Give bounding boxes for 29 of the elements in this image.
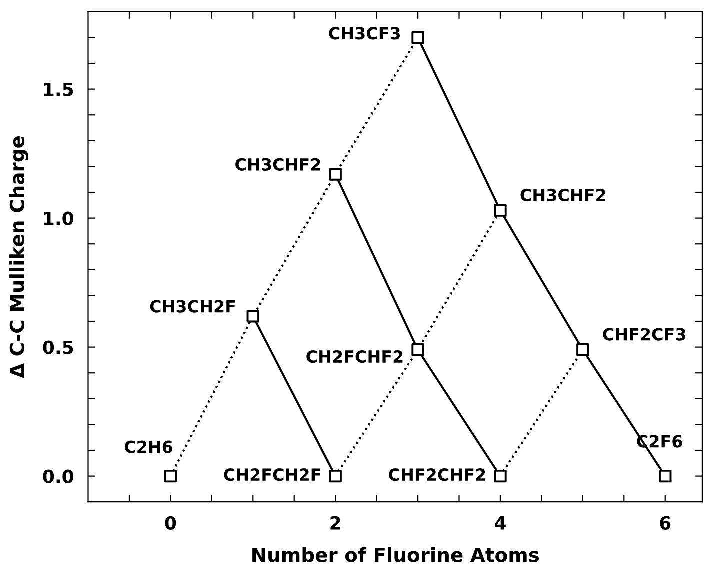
point bbox=[576, 344, 590, 356]
point bbox=[412, 31, 424, 44]
annotation: CH3CHF2 bbox=[520, 188, 606, 202]
point bbox=[494, 204, 507, 217]
annotation: CH3CF3 bbox=[329, 27, 400, 40]
annotation: CHF2CF3 bbox=[603, 328, 686, 341]
point bbox=[329, 168, 342, 181]
y-tick-label: 0.5 bbox=[43, 340, 74, 354]
y-tick-label: 0.0 bbox=[43, 470, 74, 484]
y-axis-title: Δ C-C Mulliken Charge bbox=[10, 136, 28, 378]
annotation: C2H6 bbox=[124, 440, 173, 454]
annotation: CH2FCHF2 bbox=[306, 350, 403, 364]
annotation: CH3CHF2 bbox=[236, 158, 320, 171]
x-axis-title: Number of Fluorine Atoms bbox=[252, 547, 540, 562]
x-tick-label: 6 bbox=[660, 516, 671, 530]
y-tick-label: 1.5 bbox=[44, 83, 74, 96]
point bbox=[659, 470, 672, 483]
point bbox=[164, 470, 178, 483]
y-tick-label: 1.0 bbox=[44, 212, 74, 226]
x-tick-label: 4 bbox=[495, 516, 506, 530]
point bbox=[494, 470, 507, 483]
annotation: CH3CH2F bbox=[150, 300, 236, 313]
point bbox=[329, 470, 342, 483]
annotation: CHF2CHF2 bbox=[389, 468, 486, 482]
annotation: CH2FCH2F bbox=[224, 468, 320, 482]
point bbox=[246, 310, 260, 323]
x-tick-label: 0 bbox=[165, 516, 176, 530]
x-tick-label: 2 bbox=[330, 516, 340, 530]
point bbox=[412, 344, 424, 356]
